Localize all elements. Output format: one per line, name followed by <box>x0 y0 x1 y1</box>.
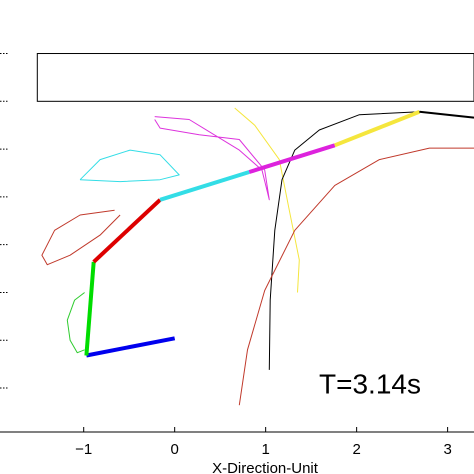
obstacle <box>36 53 474 102</box>
arm-link <box>419 110 474 119</box>
x-tick-label: −1 <box>75 441 92 458</box>
trajectory <box>41 209 121 266</box>
arm-link <box>159 170 250 202</box>
trajectory <box>234 107 300 293</box>
trajectory <box>66 292 85 354</box>
arm-link <box>334 109 421 148</box>
x-tick-label: 0 <box>171 441 179 458</box>
time-annotation: T=3.14s <box>319 368 421 399</box>
x-tick-label: 3 <box>443 441 451 458</box>
trajectory <box>268 111 420 370</box>
x-axis-label: X-Direction-Unit <box>212 460 319 474</box>
x-tick-label: 1 <box>261 441 269 458</box>
arm-link <box>86 336 176 358</box>
arm-link <box>248 143 336 174</box>
arm-link <box>92 198 162 264</box>
arm-link <box>84 261 96 356</box>
x-tick-label: 2 <box>352 441 360 458</box>
trajectory <box>238 147 474 406</box>
trajectory <box>79 149 180 183</box>
trajectory <box>154 116 270 201</box>
